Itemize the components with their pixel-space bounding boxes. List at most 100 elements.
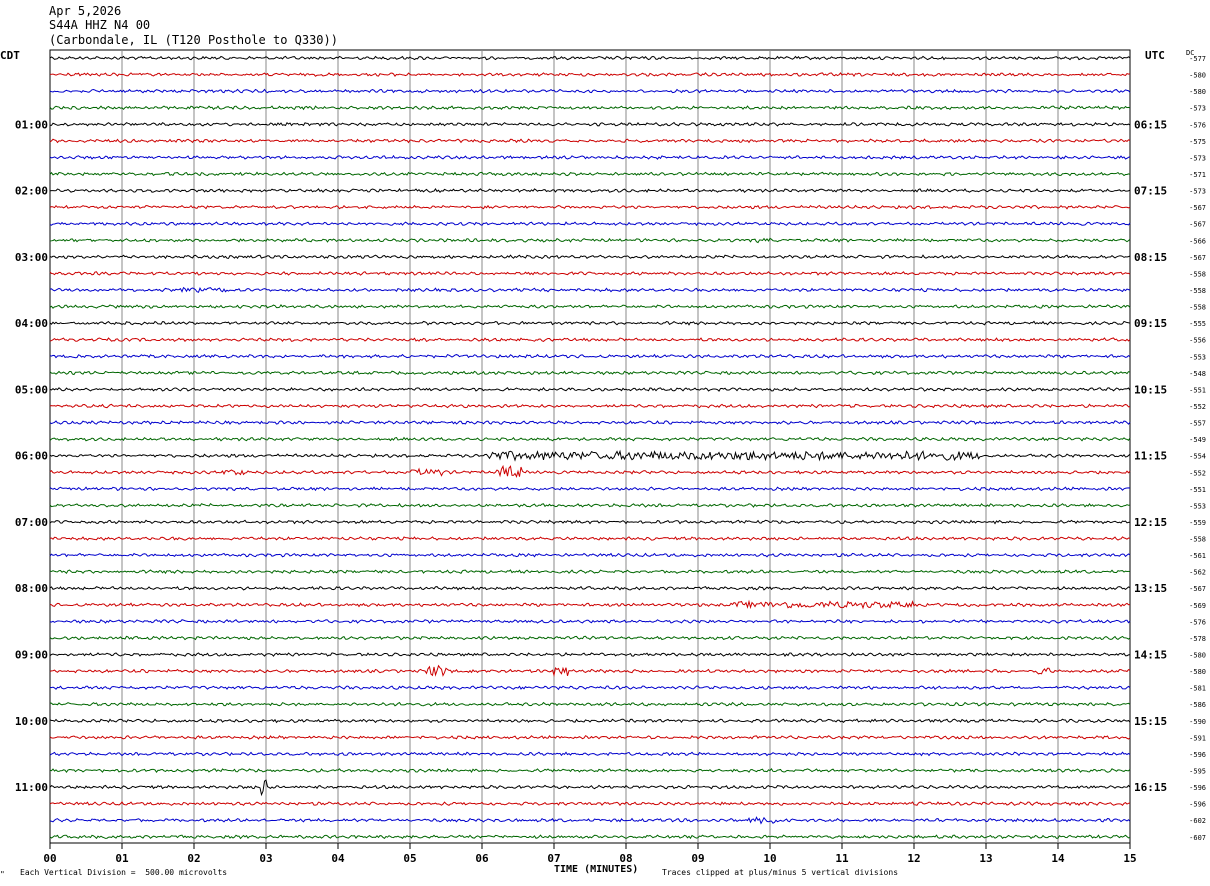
dc-offset-label: -556 xyxy=(1189,337,1206,345)
right-hour-label: 07:15 xyxy=(1134,185,1167,198)
right-hour-label: 13:15 xyxy=(1134,582,1167,595)
trace-row xyxy=(49,635,1131,641)
dc-offset-label: -553 xyxy=(1189,502,1206,510)
left-hour-label: 09:00 xyxy=(15,649,48,662)
trace-row xyxy=(49,735,1131,740)
trace-row xyxy=(49,286,1131,293)
trace-row xyxy=(49,751,1131,757)
left-hour-label: 04:00 xyxy=(15,317,48,330)
right-hour-label: 09:15 xyxy=(1134,317,1167,330)
x-tick-label: 11 xyxy=(835,852,849,865)
left-hour-label: 01:00 xyxy=(15,118,48,131)
trace-row xyxy=(49,304,1131,310)
dc-offset-label: -580 xyxy=(1189,652,1206,660)
trace-row xyxy=(49,779,1131,797)
trace-row xyxy=(49,599,1131,610)
left-hour-label: 08:00 xyxy=(15,582,48,595)
left-hour-labels: 01:00 02:00 03:00 04:00 05:00 06:00 07:00 08:00… xyxy=(15,118,48,794)
x-tick-label: 12 xyxy=(907,852,920,865)
dc-offset-label: -573 xyxy=(1189,188,1206,196)
trace-rows xyxy=(49,55,1131,840)
trace-row xyxy=(49,370,1131,376)
x-tick-label: 01 xyxy=(115,852,129,865)
trace-row xyxy=(49,685,1131,691)
right-hour-label: 10:15 xyxy=(1134,383,1167,396)
dc-offset-label: -561 xyxy=(1189,552,1206,560)
trace-row xyxy=(49,237,1131,244)
dc-offset-label: -596 xyxy=(1189,784,1206,792)
trace-row xyxy=(49,420,1131,426)
trace-row xyxy=(49,171,1131,177)
dc-offset-label: -591 xyxy=(1189,734,1206,742)
x-tick-label: 08 xyxy=(619,852,632,865)
dc-offset-label: -573 xyxy=(1189,154,1206,162)
dc-offset-labels: -577 -580 -580 -573 -576 -575 -573 -571 -573 -567… xyxy=(1189,55,1206,842)
header-location: (Carbondale, IL (T120 Posthole to Q330)) xyxy=(49,33,338,47)
dc-offset-label: -549 xyxy=(1189,436,1206,444)
x-tick-label: 04 xyxy=(331,852,345,865)
trace-row xyxy=(49,768,1131,773)
dc-offset-label: -580 xyxy=(1189,668,1206,676)
dc-offset-label: -558 xyxy=(1189,270,1206,278)
trace-row xyxy=(49,552,1131,558)
dc-offset-label: -567 xyxy=(1189,585,1206,593)
trace-row xyxy=(49,816,1131,825)
trace-row xyxy=(49,105,1131,111)
dc-offset-label: -552 xyxy=(1189,403,1206,411)
right-hour-label: 11:15 xyxy=(1134,450,1167,463)
left-hour-label: 02:00 xyxy=(15,185,48,198)
dc-offset-label: -548 xyxy=(1189,370,1206,378)
left-hour-label: 05:00 xyxy=(15,383,48,396)
x-tick-label: 00 xyxy=(43,852,56,865)
dc-offset-label: -576 xyxy=(1189,618,1206,626)
dc-offset-label: -571 xyxy=(1189,171,1206,179)
dc-offset-label: -562 xyxy=(1189,569,1206,577)
dc-offset-label: -577 xyxy=(1189,55,1206,63)
left-hour-label: 07:00 xyxy=(15,516,48,529)
trace-row xyxy=(49,88,1131,94)
dc-offset-label: -581 xyxy=(1189,685,1206,693)
dc-offset-label: -558 xyxy=(1189,536,1206,544)
dc-offset-label: -553 xyxy=(1189,353,1206,361)
left-hour-label: 11:00 xyxy=(15,781,48,794)
minute-gridlines xyxy=(121,50,1059,843)
trace-row xyxy=(49,337,1131,343)
x-tick-label: 03 xyxy=(259,852,272,865)
dc-offset-label: -567 xyxy=(1189,221,1206,229)
trace-row xyxy=(49,834,1131,840)
trace-row xyxy=(49,353,1131,359)
dc-offset-label: -580 xyxy=(1189,72,1206,80)
dc-offset-label: -595 xyxy=(1189,768,1206,776)
trace-row xyxy=(49,569,1131,575)
trace-row xyxy=(49,72,1131,78)
trace-row xyxy=(49,436,1131,442)
dc-offset-label: -569 xyxy=(1189,602,1206,610)
trace-row xyxy=(49,585,1131,591)
right-hour-label: 12:15 xyxy=(1134,516,1167,529)
trace-row xyxy=(49,154,1131,160)
dc-offset-label: -573 xyxy=(1189,105,1206,113)
x-tick-label: 15 xyxy=(1123,852,1136,865)
dc-offset-label: -558 xyxy=(1189,304,1206,312)
x-tick-label: 06 xyxy=(475,852,489,865)
trace-row xyxy=(49,619,1131,624)
dc-offset-label: -558 xyxy=(1189,287,1206,295)
right-hour-label: 15:15 xyxy=(1134,715,1167,728)
dc-offset-label: -555 xyxy=(1189,320,1206,328)
dc-offset-label: -607 xyxy=(1189,834,1206,842)
trace-row xyxy=(49,55,1131,61)
x-axis-ticks: 00 01 02 03 04 05 06 07 08 09 10 11 12 13 14 15 xyxy=(43,843,1137,865)
dc-offset-label: -575 xyxy=(1189,138,1206,146)
right-hour-label: 06:15 xyxy=(1134,118,1167,131)
left-timezone-label: CDT xyxy=(0,49,20,62)
right-hour-labels: 06:15 07:15 08:15 09:15 10:15 11:15 12:15 13:15… xyxy=(1134,118,1167,794)
dc-offset-label: -567 xyxy=(1189,254,1206,262)
x-tick-label: 13 xyxy=(979,852,992,865)
clip-note: Traces clipped at plus/minus 5 vertical … xyxy=(662,868,899,877)
trace-row xyxy=(49,464,1131,479)
dc-offset-label: -578 xyxy=(1189,635,1206,643)
dc-offset-label: -554 xyxy=(1189,453,1206,461)
dc-offset-label: -596 xyxy=(1189,751,1206,759)
scale-note: Each Vertical Division = 500.00 microvol… xyxy=(20,868,228,877)
